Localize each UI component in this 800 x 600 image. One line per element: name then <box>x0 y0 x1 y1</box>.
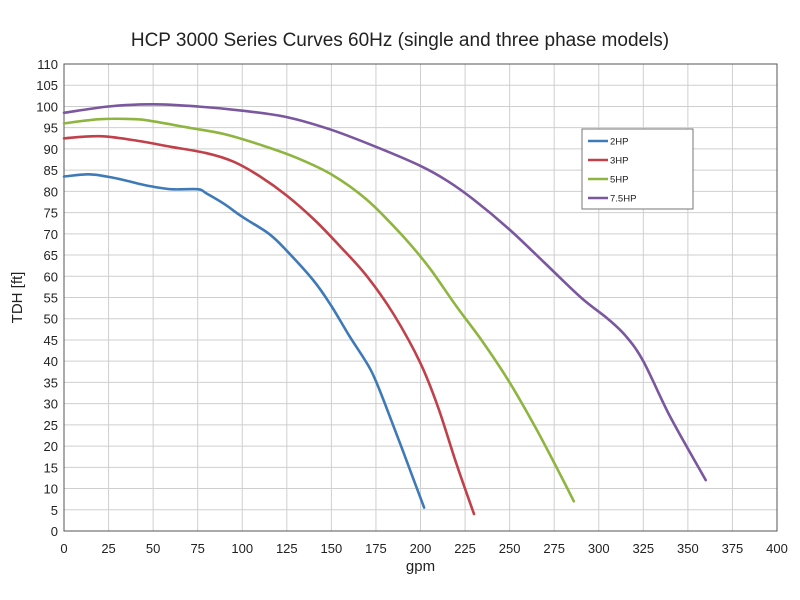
x-tick-label: 225 <box>454 541 476 556</box>
legend-label: 5HP <box>610 175 628 186</box>
y-tick-label: 95 <box>44 121 58 136</box>
legend: 2HP 3HP 5HP 7.5HP <box>581 128 694 210</box>
y-tick-label: 45 <box>44 333 58 348</box>
y-tick-label: 20 <box>44 439 58 454</box>
x-tick-label: 200 <box>410 541 432 556</box>
y-tick-label: 15 <box>44 460 58 475</box>
x-tick-label: 0 <box>60 541 67 556</box>
x-tick-label: 275 <box>543 541 565 556</box>
x-tick-label: 50 <box>146 541 160 556</box>
y-tick-label: 35 <box>44 375 58 390</box>
y-tick-label: 100 <box>36 99 58 114</box>
x-axis-label: gpm <box>406 558 435 575</box>
y-tick-label: 55 <box>44 291 58 306</box>
series-line-3hp <box>62 134 476 516</box>
y-tick-label: 50 <box>44 312 58 327</box>
y-tick-label: 60 <box>44 269 58 284</box>
legend-box <box>581 128 694 210</box>
y-tick-label: 0 <box>51 524 58 539</box>
legend-label: 2HP <box>610 137 628 148</box>
y-tick-label: 70 <box>44 227 58 242</box>
x-tick-label: 175 <box>365 541 387 556</box>
y-tick-label: 110 <box>37 57 58 72</box>
x-tick-label: 400 <box>766 541 788 556</box>
x-tick-label: 100 <box>231 541 253 556</box>
x-tick-label: 250 <box>499 541 521 556</box>
y-tick-label: 40 <box>44 354 58 369</box>
y-tick-label: 10 <box>44 482 58 497</box>
y-tick-label: 5 <box>51 503 58 518</box>
y-tick-label: 65 <box>44 248 58 263</box>
legend-label: 7.5HP <box>610 194 636 205</box>
y-tick-label: 85 <box>44 163 58 178</box>
y-axis-label: TDH [ft] <box>9 272 26 324</box>
x-tick-label: 125 <box>276 541 298 556</box>
x-tick-label: 350 <box>677 541 699 556</box>
series-lines <box>62 103 707 516</box>
y-tick-label: 105 <box>36 78 58 93</box>
tick-labels: 0 25 50 75 100 125 150 175 200 225 250 275 300 325 350… <box>36 57 788 556</box>
y-tick-label: 25 <box>44 418 58 433</box>
x-tick-label: 300 <box>588 541 610 556</box>
series-line-7-5hp <box>62 103 707 482</box>
y-tick-label: 80 <box>44 184 58 199</box>
y-tick-label: 75 <box>44 206 58 221</box>
x-tick-label: 75 <box>190 541 204 556</box>
x-tick-label: 325 <box>632 541 654 556</box>
y-tick-label: 90 <box>44 142 58 157</box>
x-tick-label: 25 <box>101 541 115 556</box>
x-tick-label: 375 <box>722 541 744 556</box>
chart-title: HCP 3000 Series Curves 60Hz (single and … <box>130 30 670 51</box>
legend-label: 3HP <box>610 156 628 167</box>
series-line-5hp <box>62 117 576 503</box>
x-tick-label: 150 <box>321 541 343 556</box>
y-tick-label: 30 <box>44 397 58 412</box>
series-line-2hp <box>62 173 426 509</box>
plot-frame <box>63 63 778 532</box>
